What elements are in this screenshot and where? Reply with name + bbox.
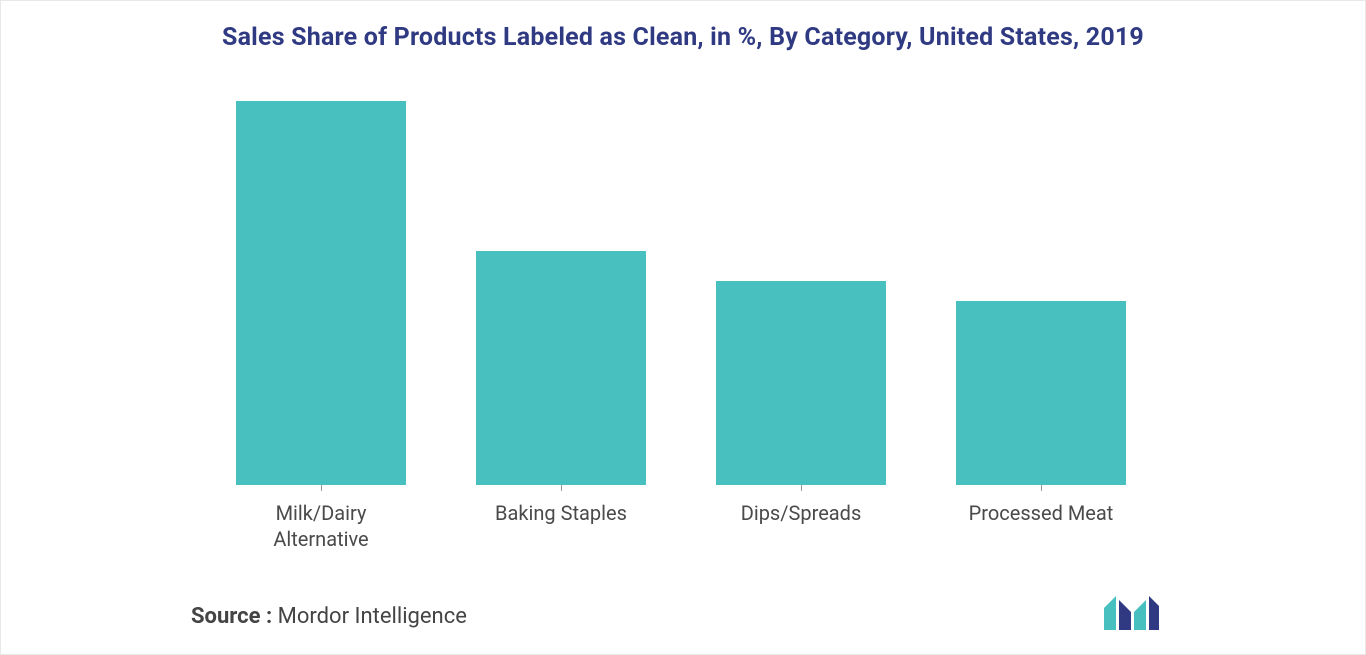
bar-dips-spreads bbox=[716, 281, 886, 485]
bar-milk-dairy-alternative bbox=[236, 101, 406, 485]
chart-title: Sales Share of Products Labeled as Clean… bbox=[1, 1, 1365, 52]
source-value: Mordor Intelligence bbox=[278, 604, 467, 629]
source-label: Source : bbox=[191, 604, 272, 629]
bar-slot bbox=[921, 101, 1161, 491]
chart-plot-area bbox=[201, 101, 1161, 491]
x-label: Dips/Spreads bbox=[681, 496, 921, 552]
bars-container bbox=[201, 101, 1161, 491]
x-tick bbox=[801, 485, 802, 491]
x-label: Baking Staples bbox=[441, 496, 681, 552]
x-label: Milk/Dairy Alternative bbox=[201, 496, 441, 552]
source-attribution: Source : Mordor Intelligence bbox=[191, 604, 467, 629]
x-tick bbox=[561, 485, 562, 491]
x-axis-labels: Milk/Dairy Alternative Baking Staples Di… bbox=[201, 496, 1161, 552]
bar-slot bbox=[681, 101, 921, 491]
bar-slot bbox=[441, 101, 681, 491]
x-tick bbox=[1041, 485, 1042, 491]
bar-processed-meat bbox=[956, 301, 1126, 485]
x-label: Processed Meat bbox=[921, 496, 1161, 552]
bar-baking-staples bbox=[476, 251, 646, 485]
mordor-intelligence-logo-icon bbox=[1102, 594, 1160, 632]
x-tick bbox=[321, 485, 322, 491]
bar-slot bbox=[201, 101, 441, 491]
